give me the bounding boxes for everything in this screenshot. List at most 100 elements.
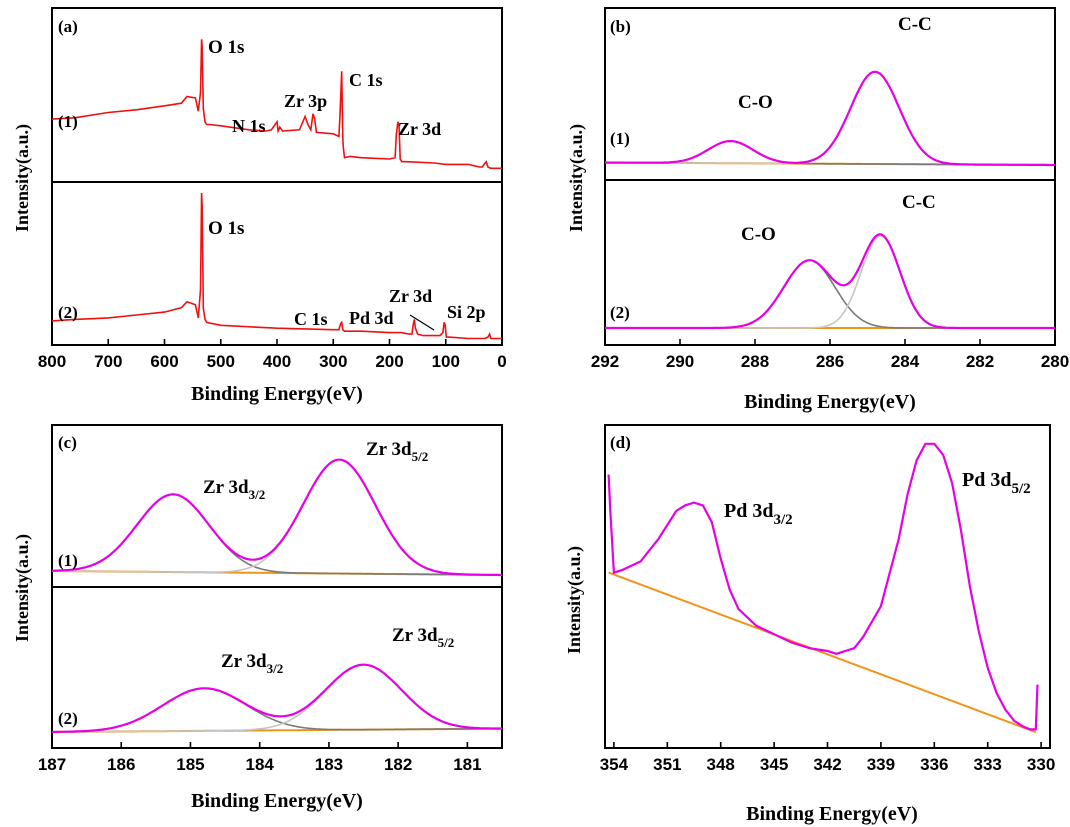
panel-d-peak-pd3d32-main: Pd 3d xyxy=(724,500,773,522)
panel-d-tick-label-2: 348 xyxy=(707,755,735,774)
panel-d-label: (d) xyxy=(610,433,631,452)
panel-d-peak-pd3d52-main: Pd 3d xyxy=(962,469,1011,491)
panel-d-baseline xyxy=(608,571,1037,734)
panel-b1-peak-co: C-O xyxy=(738,92,773,113)
panel-b-ylabel: Intensity(a.u.) xyxy=(566,124,587,232)
panel-b-xlabel: Binding Energy(eV) xyxy=(744,391,916,413)
panel-d-tick-label-3: 345 xyxy=(760,755,788,774)
panel-d-tick-label-7: 333 xyxy=(974,755,1002,774)
panel-d-peak-pd3d32-sub: 3/2 xyxy=(773,512,792,528)
panel-c-tick-label-5: 182 xyxy=(384,755,412,774)
panel-b-tick-label-6: 280 xyxy=(1041,352,1069,371)
panel-c1-peak-zr3d32-sub: 3/2 xyxy=(249,487,266,502)
panel-c-tick-label-3: 184 xyxy=(246,755,275,774)
panel-a2-peak-o1s: O 1s xyxy=(208,218,244,239)
panel-d-tick-label-4: 342 xyxy=(813,755,841,774)
panel-c1-peak-zr3d32-main: Zr 3d xyxy=(203,477,249,498)
panel-a1-peak-n1s: N 1s xyxy=(232,116,266,136)
panel-c-sub2-label: (2) xyxy=(58,709,78,728)
panel-d-ticks: 354 351 348 345 342 339 336 333 330 xyxy=(600,742,1055,774)
panel-a-tick-label-5: 300 xyxy=(319,352,347,371)
panel-c2-peak-zr3d32-sub: 3/2 xyxy=(267,661,284,676)
panel-a-tick-label-4: 400 xyxy=(263,352,291,371)
panel-c-ylabel: Intensity(a.u.) xyxy=(12,534,33,642)
panel-c: 187 186 185 184 183 182 181 (c) (1) (2) Zr 3d3… xyxy=(12,424,503,812)
panel-a-sub1-survey-line xyxy=(51,39,502,170)
panel-b-tick-label-4: 284 xyxy=(891,352,920,371)
panel-b-tick-label-2: 288 xyxy=(741,352,769,371)
panel-a-sub2-survey-line xyxy=(51,192,502,340)
panel-d-tick-label-0: 354 xyxy=(600,755,629,774)
panel-b-curves xyxy=(604,70,1055,330)
panel-c-sub1-label: (1) xyxy=(58,551,78,570)
panel-a-tick-label-2: 600 xyxy=(150,352,178,371)
panel-b-sub1-label: (1) xyxy=(610,129,630,148)
panel-a-frame xyxy=(51,7,503,346)
panel-b-sub2-component-2 xyxy=(605,234,1055,329)
panel-a-sub2-label: (2) xyxy=(58,303,78,322)
panel-a1-peak-zr3d: Zr 3d xyxy=(398,119,441,139)
panel-c-tick-label-0: 187 xyxy=(38,755,66,774)
panel-d-curves xyxy=(607,442,1039,734)
panel-d-peak-pd3d32: Pd 3d3/2 xyxy=(724,500,793,528)
panel-a-label: (a) xyxy=(58,17,78,36)
panel-d-ylabel: Intensity(a.u.) xyxy=(564,546,585,654)
panel-a2-peak-c1s: C 1s xyxy=(294,309,328,329)
panel-c2-peak-zr3d52: Zr 3d5/2 xyxy=(392,625,454,650)
panel-c1-peak-zr3d32: Zr 3d3/2 xyxy=(203,477,265,502)
panel-d-peak-pd3d52: Pd 3d5/2 xyxy=(962,469,1031,497)
panel-d-tick-label-5: 339 xyxy=(867,755,895,774)
panel-b-label: (b) xyxy=(610,17,631,36)
panel-c-tick-label-1: 186 xyxy=(107,755,135,774)
panel-a2-peak-pd3d: Pd 3d xyxy=(349,308,394,328)
panel-b-sub1-component-2 xyxy=(604,70,1055,166)
panel-b2-peak-cc: C-C xyxy=(902,192,936,213)
panel-a-tick-label-6: 200 xyxy=(375,352,403,371)
panel-b-frame xyxy=(604,7,1056,346)
panel-c1-peak-zr3d52-main: Zr 3d xyxy=(366,439,412,460)
panel-b-sub2-label: (2) xyxy=(610,303,630,322)
panel-c-tick-label-4: 183 xyxy=(315,755,343,774)
panel-c-sub2-envelope xyxy=(52,663,503,733)
panel-d-tick-label-8: 330 xyxy=(1027,755,1055,774)
panel-c1-peak-zr3d52: Zr 3d5/2 xyxy=(366,439,428,464)
panel-c-tick-label-2: 185 xyxy=(176,755,204,774)
panel-a-ylabel: Intensity(a.u.) xyxy=(12,124,33,232)
panel-b1-peak-cc: C-C xyxy=(898,14,932,35)
panel-c-xlabel: Binding Energy(eV) xyxy=(191,790,363,812)
panel-a-tick-label-1: 700 xyxy=(94,352,122,371)
panel-c2-peak-zr3d52-sub: 5/2 xyxy=(438,635,455,650)
panel-c2-peak-zr3d52-main: Zr 3d xyxy=(392,625,438,646)
panel-a-tick-label-3: 500 xyxy=(207,352,235,371)
panel-c-sub1-component-1 xyxy=(52,493,502,576)
panel-d-xlabel: Binding Energy(eV) xyxy=(746,803,918,825)
panel-b-ticks: 292 290 288 286 284 282 280 xyxy=(591,339,1069,371)
panel-b-sub2-component-1 xyxy=(605,259,1055,329)
panel-b2-peak-co: C-O xyxy=(741,224,776,245)
panel-c-tick-label-6: 181 xyxy=(453,755,481,774)
panel-d-tick-label-1: 351 xyxy=(653,755,681,774)
panel-d-peak-pd3d52-sub: 5/2 xyxy=(1011,481,1030,497)
panel-c2-peak-zr3d32: Zr 3d3/2 xyxy=(221,651,283,676)
panel-a1-peak-c1s: C 1s xyxy=(349,70,383,90)
panel-d: 354 351 348 345 342 339 336 333 330 (d) Pd 3d3/2… xyxy=(564,424,1055,825)
panel-a-curves xyxy=(51,39,502,340)
panel-a-ticks: 800 700 600 500 400 300 200 100 0 xyxy=(38,339,507,371)
panel-b-tick-label-1: 290 xyxy=(666,352,694,371)
panel-a: 800 700 600 500 400 300 200 100 0 (a) (1) (2) O … xyxy=(12,7,507,405)
panel-c-ticks: 187 186 185 184 183 182 181 xyxy=(38,742,482,774)
panel-a1-peak-zr3p: Zr 3p xyxy=(284,91,327,111)
panel-c2-peak-zr3d32-main: Zr 3d xyxy=(221,651,267,672)
panel-a-pd-arrow xyxy=(409,314,435,331)
panel-b-tick-label-3: 286 xyxy=(816,352,844,371)
panel-b-tick-label-0: 292 xyxy=(591,352,619,371)
panel-a-tick-label-8: 0 xyxy=(497,352,506,371)
panel-b-tick-label-5: 282 xyxy=(966,352,994,371)
panel-a-tick-label-7: 100 xyxy=(432,352,460,371)
panel-a2-peak-si2p: Si 2p xyxy=(447,302,486,322)
panel-c-label: (c) xyxy=(58,433,77,452)
panel-c-sub1-envelope xyxy=(52,458,502,577)
panel-d-tick-label-6: 336 xyxy=(920,755,948,774)
panel-a-tick-label-0: 800 xyxy=(38,352,66,371)
